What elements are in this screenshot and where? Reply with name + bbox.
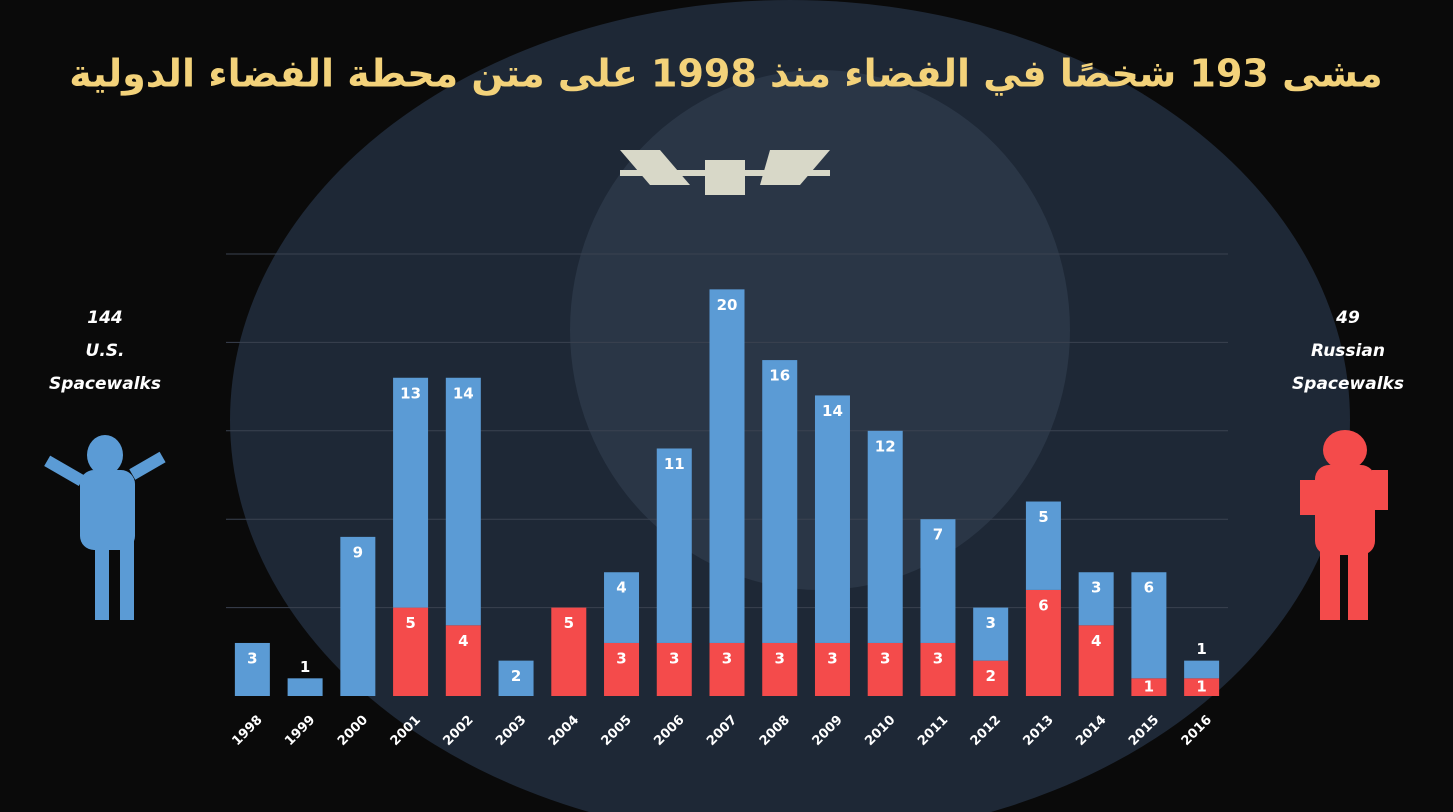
side-note: U.S.	[86, 341, 125, 361]
bar-segment	[920, 642, 956, 696]
bar-segment	[445, 625, 481, 696]
value-label: 5	[405, 614, 415, 632]
value-label: 3	[247, 649, 257, 667]
bar-segment	[498, 660, 534, 696]
value-label: 4	[458, 632, 468, 650]
value-label: 16	[769, 367, 790, 385]
helmet	[570, 70, 1070, 590]
bar-segment	[551, 607, 587, 696]
bar-segment	[393, 377, 429, 608]
bar-segment	[656, 448, 692, 643]
bar-segment	[340, 536, 376, 696]
bar-segment	[973, 660, 1009, 696]
value-label: 1	[1196, 640, 1206, 658]
value-label: 7	[933, 526, 943, 544]
value-label: 4	[616, 579, 626, 597]
bar-segment	[762, 642, 798, 696]
side-note: 144	[87, 308, 123, 328]
value-label: 9	[353, 543, 363, 561]
value-label: 3	[827, 649, 837, 667]
bar-segment	[656, 642, 692, 696]
value-label: 5	[564, 614, 574, 632]
bar-segment	[709, 289, 745, 643]
side-note: Spacewalks	[1292, 374, 1404, 394]
value-label: 3	[933, 649, 943, 667]
station-icon	[620, 150, 830, 195]
bar-segment	[1184, 678, 1220, 696]
chart-title: مشى 193 شخصًا في الفضاء منذ 1998 على متن…	[69, 52, 1382, 97]
value-label: 6	[1038, 596, 1048, 614]
bar-segment	[604, 572, 640, 643]
value-label: 1	[1144, 678, 1154, 696]
value-label: 14	[822, 402, 843, 420]
side-note: Spacewalks	[49, 374, 161, 394]
value-label: 3	[669, 649, 679, 667]
bar-segment	[1131, 572, 1167, 679]
bar-segment	[393, 607, 429, 696]
value-label: 4	[1091, 632, 1101, 650]
value-label: 1	[1196, 678, 1206, 696]
value-label: 3	[775, 649, 785, 667]
value-label: 5	[1038, 508, 1048, 526]
value-label: 3	[722, 649, 732, 667]
value-label: 3	[1091, 579, 1101, 597]
value-label: 3	[880, 649, 890, 667]
bar-segment	[762, 360, 798, 643]
bar-segment	[1078, 572, 1114, 626]
value-label: 11	[664, 455, 685, 473]
value-label: 6	[1144, 579, 1154, 597]
bar-segment	[867, 642, 903, 696]
us-astronaut	[44, 435, 166, 620]
bar-segment	[1025, 501, 1061, 590]
bar-segment	[1184, 660, 1220, 679]
value-label: 12	[875, 437, 896, 455]
bar-segment	[920, 519, 956, 643]
bar-segment	[973, 607, 1009, 661]
bar-segment	[814, 395, 850, 643]
side-note: 49	[1335, 308, 1360, 328]
bar-segment	[234, 642, 270, 696]
bar-segment	[287, 678, 323, 696]
bar-segment	[709, 642, 745, 696]
value-label: 13	[400, 384, 421, 402]
value-label: 2	[511, 667, 521, 685]
side-note: Russian	[1311, 341, 1385, 361]
bar-segment	[1131, 678, 1167, 696]
value-label: 20	[717, 296, 738, 314]
value-label: 3	[616, 649, 626, 667]
russian-astronaut	[1300, 430, 1388, 620]
value-label: 2	[985, 667, 995, 685]
value-label: 1	[300, 658, 310, 676]
value-label: 14	[453, 384, 474, 402]
value-label: 3	[985, 614, 995, 632]
bar-segment	[867, 430, 903, 643]
bar-segment	[604, 642, 640, 696]
bar-segment	[814, 642, 850, 696]
bar-segment	[1025, 589, 1061, 696]
bar-segment	[1078, 625, 1114, 696]
bar-segment	[445, 377, 481, 626]
